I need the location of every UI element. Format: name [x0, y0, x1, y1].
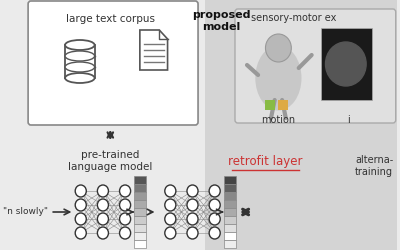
Ellipse shape [65, 40, 94, 50]
Bar [224, 184, 236, 192]
Bar [224, 192, 236, 200]
Bar [134, 240, 146, 248]
Circle shape [187, 199, 198, 211]
Ellipse shape [65, 62, 94, 72]
Circle shape [209, 227, 220, 239]
Circle shape [97, 227, 108, 239]
Circle shape [75, 227, 86, 239]
Circle shape [209, 199, 220, 211]
Circle shape [326, 42, 366, 86]
Circle shape [97, 199, 108, 211]
Bar [134, 200, 146, 208]
Text: alterna-
training: alterna- training [355, 155, 393, 176]
Circle shape [165, 227, 176, 239]
Circle shape [97, 213, 108, 225]
Ellipse shape [65, 73, 94, 83]
Bar [224, 232, 236, 240]
FancyBboxPatch shape [28, 1, 198, 125]
Bar [278, 100, 288, 110]
Circle shape [165, 199, 176, 211]
Circle shape [266, 34, 291, 62]
Text: proposed
model: proposed model [192, 10, 250, 32]
Circle shape [75, 213, 86, 225]
Circle shape [187, 185, 198, 197]
Bar [134, 184, 146, 192]
Circle shape [120, 199, 131, 211]
Text: sensory-motor ex: sensory-motor ex [251, 13, 336, 23]
Text: "n slowly": "n slowly" [4, 208, 48, 216]
Bar [224, 208, 236, 216]
Circle shape [120, 213, 131, 225]
Circle shape [75, 185, 86, 197]
Ellipse shape [255, 46, 302, 110]
Bar [134, 208, 146, 216]
Bar [134, 224, 146, 232]
Circle shape [97, 185, 108, 197]
Text: large text corpus: large text corpus [66, 14, 155, 24]
Circle shape [165, 213, 176, 225]
Polygon shape [140, 30, 168, 70]
Text: motion: motion [261, 115, 296, 125]
Bar [224, 216, 236, 224]
Ellipse shape [65, 51, 94, 61]
Bar [224, 240, 236, 248]
Bar [321, 28, 372, 100]
Bar [134, 192, 146, 200]
Circle shape [209, 185, 220, 197]
Bar [134, 176, 146, 184]
Circle shape [187, 213, 198, 225]
Circle shape [120, 227, 131, 239]
Bar [134, 216, 146, 224]
Circle shape [165, 185, 176, 197]
Bar [224, 200, 236, 208]
Text: pre-trained
language model: pre-trained language model [68, 150, 152, 172]
FancyBboxPatch shape [235, 9, 396, 123]
Text: retrofit layer: retrofit layer [228, 155, 303, 168]
Circle shape [209, 213, 220, 225]
Circle shape [120, 185, 131, 197]
Circle shape [187, 227, 198, 239]
Text: i: i [347, 115, 350, 125]
Bar [134, 232, 146, 240]
Bar [224, 224, 236, 232]
Bar [266, 100, 275, 110]
Bar [224, 176, 236, 184]
Circle shape [75, 199, 86, 211]
Bar [206, 0, 397, 250]
